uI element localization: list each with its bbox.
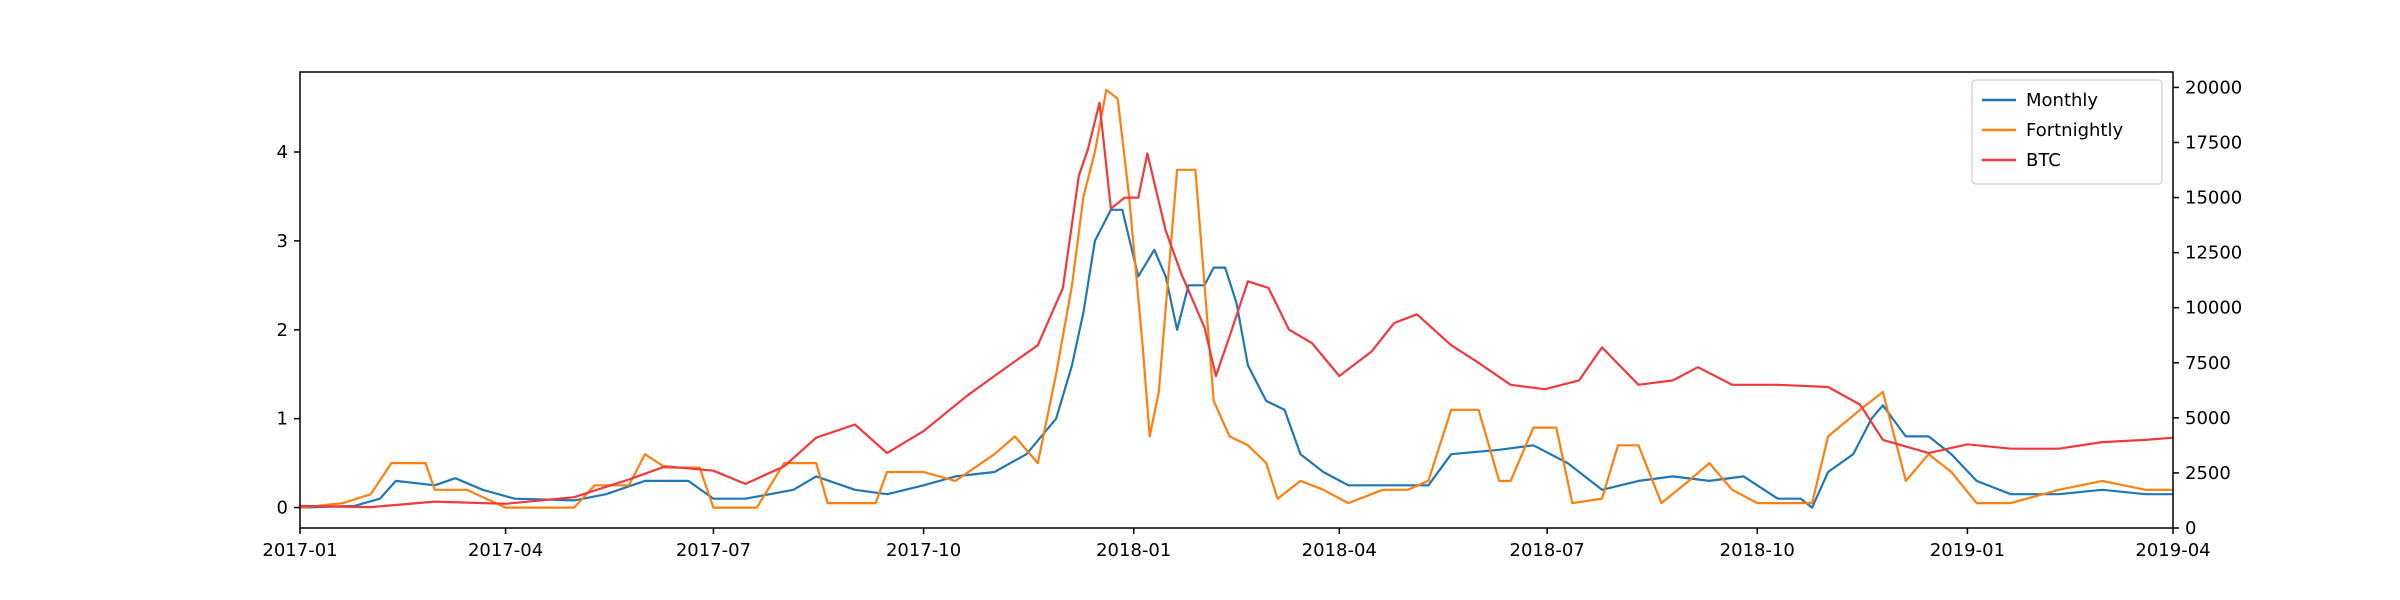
series-line-fortnightly bbox=[300, 88, 2173, 509]
y-right-tick-label: 10000 bbox=[2185, 298, 2242, 319]
x-tick-label: 2018-01 bbox=[1096, 540, 1171, 561]
y-axis-left: 0 1 2 3 4 bbox=[277, 142, 300, 519]
x-tick-label: 2017-07 bbox=[676, 540, 751, 561]
plot-frame bbox=[299, 71, 2174, 529]
y-right-tick-label: 20000 bbox=[2185, 77, 2242, 98]
legend-label-monthly: Monthly bbox=[2026, 90, 2098, 111]
x-tick-label: 2019-04 bbox=[2135, 540, 2210, 561]
y-right-tick-label: 0 bbox=[2185, 518, 2196, 539]
x-tick-label: 2018-04 bbox=[1302, 540, 1377, 561]
x-tick-label: 2017-10 bbox=[886, 540, 961, 561]
legend-box bbox=[1971, 79, 2163, 185]
y-right-tick-label: 17500 bbox=[2185, 132, 2242, 153]
legend-label-btc: BTC bbox=[2026, 150, 2061, 171]
legend: Monthly Fortnightly BTC bbox=[1971, 79, 2163, 185]
y-right-tick-label: 12500 bbox=[2185, 243, 2242, 264]
y-right-tick-label: 7500 bbox=[2185, 353, 2231, 374]
x-tick-label: 2017-01 bbox=[262, 540, 337, 561]
series-line-btc bbox=[300, 101, 2173, 509]
y-right-tick-label: 2500 bbox=[2185, 463, 2231, 484]
y-right-tick-label: 5000 bbox=[2185, 408, 2231, 429]
y-right-tick-label: 15000 bbox=[2185, 188, 2242, 209]
series-line-monthly bbox=[300, 208, 2173, 509]
x-tick-label: 2017-04 bbox=[468, 540, 543, 561]
y-axis-right: 0 2500 5000 7500 10000 12500 15000 17500 20000 bbox=[2173, 77, 2242, 539]
y-left-tick-label: 1 bbox=[277, 409, 288, 430]
y-left-tick-label: 2 bbox=[277, 320, 288, 341]
x-tick-label: 2019-01 bbox=[1930, 540, 2005, 561]
y-left-tick-label: 3 bbox=[277, 231, 288, 252]
y-left-tick-label: 0 bbox=[277, 498, 288, 519]
y-left-tick-label: 4 bbox=[277, 142, 288, 163]
x-tick-label: 2018-07 bbox=[1510, 540, 1585, 561]
x-tick-label: 2018-10 bbox=[1720, 540, 1795, 561]
series-layer bbox=[300, 88, 2173, 509]
x-axis: 2017-01 2017-04 2017-07 2017-10 2018-01 2018-… bbox=[262, 528, 2211, 561]
legend-label-fortnightly: Fortnightly bbox=[2026, 120, 2123, 141]
